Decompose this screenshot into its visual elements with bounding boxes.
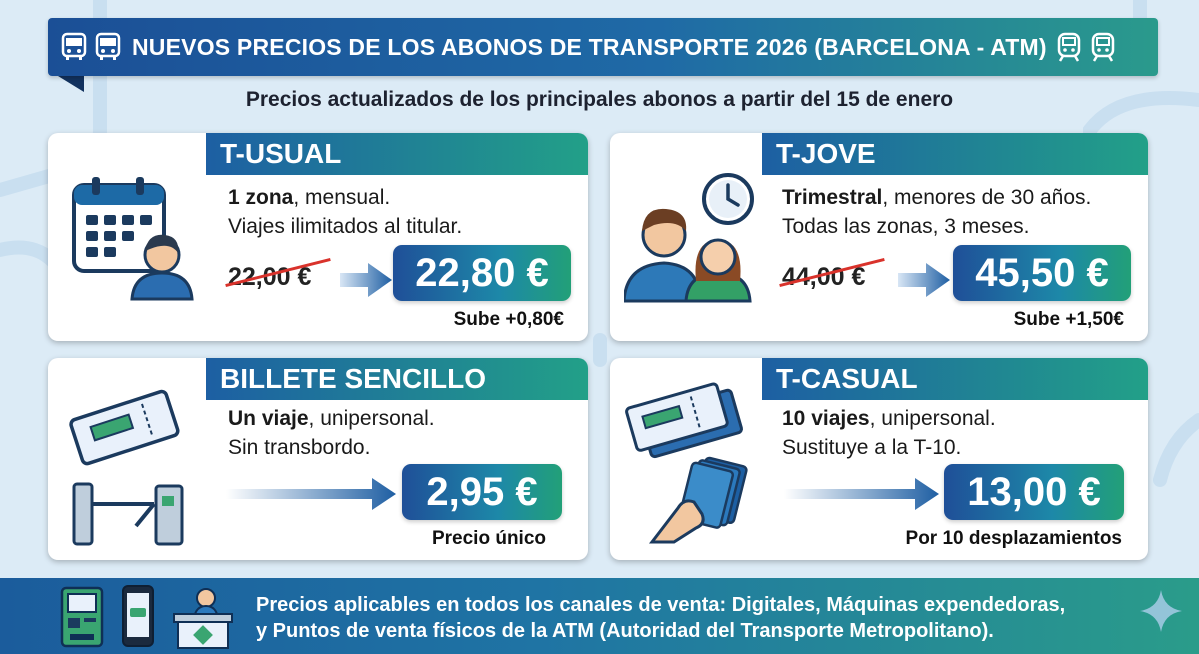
price-note: Sube +0,80€ — [453, 309, 564, 330]
train-icon — [1091, 32, 1115, 62]
new-price: 45,50 € — [953, 245, 1131, 301]
card-t-usual: T-USUAL 1 zona, mensual. Viajes ilimitad… — [48, 133, 588, 341]
sales-desk-icon — [173, 588, 233, 649]
arrow-right-icon — [340, 263, 392, 297]
calendar-user-icon — [72, 177, 194, 301]
desc-bold: Un viaje — [228, 407, 309, 430]
ticket-turnstile-icon — [69, 389, 184, 546]
card-title: T-CASUAL — [762, 358, 1148, 400]
card-t-casual: T-CASUAL 10 viajes, unipersonal. Sustitu… — [610, 358, 1148, 560]
card-title: T-USUAL — [206, 133, 588, 175]
price-note: Por 10 desplazamientos — [905, 528, 1122, 549]
header-left-icons — [60, 32, 122, 62]
arrow-right-icon — [226, 478, 396, 510]
sparkle-icon — [1140, 590, 1182, 632]
bus-icon — [61, 32, 87, 60]
smartphone-ticket-icon — [122, 585, 154, 647]
desc-rest: , menores de 30 años. — [882, 186, 1092, 209]
desc-bold: 1 zona — [228, 186, 294, 209]
bus-icon — [95, 32, 121, 60]
header-ribbon-fold — [58, 76, 84, 92]
card-description: 10 viajes, unipersonal. Sustituye a la T… — [782, 404, 996, 462]
header-right-icons — [1055, 32, 1117, 62]
train-icon — [1057, 32, 1081, 62]
desc-bold: 10 viajes — [782, 407, 870, 430]
new-price: 2,95 € — [402, 464, 562, 520]
desc-rest: , unipersonal. — [869, 407, 996, 430]
desc-line2: Sustituye a la T-10. — [782, 436, 962, 459]
arrow-right-icon — [784, 478, 939, 510]
price-note: Sube +1,50€ — [1013, 309, 1124, 330]
price-note: Precio único — [431, 528, 546, 549]
footer-line2: y Puntos de venta físicos de la ATM (Aut… — [256, 620, 994, 642]
desc-rest: , unipersonal. — [308, 407, 435, 430]
card-description: 1 zona, mensual. Viajes ilimitados al ti… — [228, 183, 462, 241]
old-price: 44,00 € — [779, 257, 885, 292]
young-people-clock-icon — [624, 173, 754, 303]
card-title: BILLETE SENCILLO — [206, 358, 588, 400]
footer-line1: Precios aplicables en todos los canales … — [256, 594, 1066, 616]
footer-banner: Precios aplicables en todos los canales … — [0, 578, 1199, 654]
header-banner: NUEVOS PRECIOS DE LOS ABONOS DE TRANSPOR… — [48, 18, 1158, 76]
old-price: 22,00 € — [225, 257, 331, 292]
desc-line2: Viajes ilimitados al titular. — [228, 215, 463, 238]
page-title: NUEVOS PRECIOS DE LOS ABONOS DE TRANSPOR… — [132, 33, 1047, 60]
desc-line2: Sin transbordo. — [228, 436, 371, 459]
desc-line2: Todas las zonas, 3 meses. — [782, 215, 1030, 238]
card-t-jove: T-JOVE Trimestral, menores de 30 años. T… — [610, 133, 1148, 341]
card-description: Un viaje, unipersonal. Sin transbordo. — [228, 404, 435, 462]
subtitle: Precios actualizados de los principales … — [245, 88, 954, 111]
card-title: T-JOVE — [762, 133, 1148, 175]
ticket-machine-icon — [60, 586, 104, 648]
footer-text: Precios aplicables en todos los canales … — [256, 592, 1065, 644]
desc-rest: , mensual. — [293, 186, 391, 209]
arrow-right-icon — [898, 263, 950, 297]
tickets-cards-hand-icon — [625, 382, 748, 544]
card-description: Trimestral, menores de 30 años. Todas la… — [782, 183, 1091, 241]
new-price: 22,80 € — [393, 245, 571, 301]
card-billete-sencillo: BILLETE SENCILLO Un viaje, unipersonal. … — [48, 358, 588, 560]
desc-bold: Trimestral — [782, 186, 883, 209]
new-price: 13,00 € — [944, 464, 1124, 520]
